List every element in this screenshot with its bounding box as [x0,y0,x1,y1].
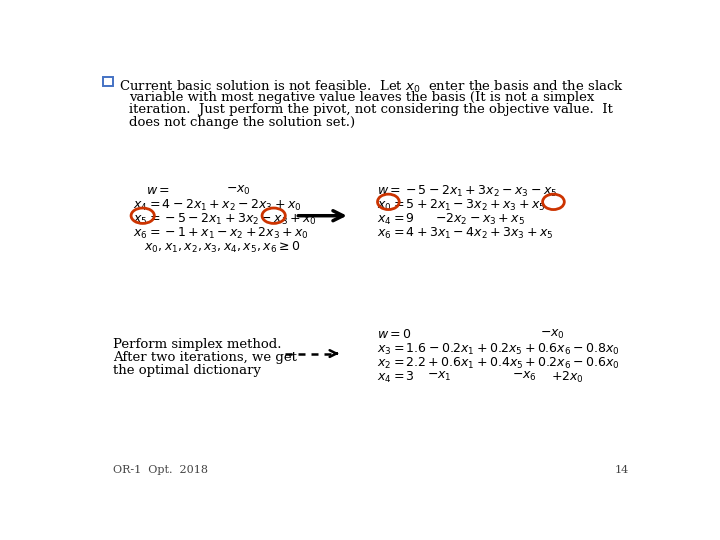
Text: $x_5 = -5 - 2x_1 + 3x_2 - x_3 + x_0$: $x_5 = -5 - 2x_1 + 3x_2 - x_3 + x_0$ [132,212,317,227]
Text: $x_4 = 3$: $x_4 = 3$ [377,370,415,385]
Text: $x_4 = 9$: $x_4 = 9$ [377,212,415,227]
Text: $x_6 = 4 + 3x_1 - 4x_2 + 3x_3 + x_5$: $x_6 = 4 + 3x_1 - 4x_2 + 3x_3 + x_5$ [377,226,553,241]
Text: $+2x_0$: $+2x_0$ [551,370,584,385]
FancyBboxPatch shape [104,77,113,86]
Text: Current basic solution is not feasible.  Let $x_0$  enter the basis and the slac: Current basic solution is not feasible. … [120,79,624,94]
Text: $-x_6$: $-x_6$ [513,370,537,383]
Text: $w =$: $w =$ [145,184,170,197]
Text: Perform simplex method.: Perform simplex method. [113,338,282,351]
Text: $-x_0$: $-x_0$ [225,184,251,197]
Text: variable with most negative value leaves the basis (It is not a simplex: variable with most negative value leaves… [129,91,594,104]
Text: $x_4 = 4 - 2x_1 + x_2 - 2x_3 + x_0$: $x_4 = 4 - 2x_1 + x_2 - 2x_3 + x_0$ [132,198,301,213]
Text: the optimal dictionary: the optimal dictionary [113,364,261,377]
Text: $-x_1$: $-x_1$ [427,370,451,383]
Text: $x_2 = 2.2 + 0.6x_1 + 0.4x_5 + 0.2x_6 - 0.6x_0$: $x_2 = 2.2 + 0.6x_1 + 0.4x_5 + 0.2x_6 - … [377,356,620,371]
Text: 14: 14 [614,465,629,475]
Text: $x_0, x_1, x_2, x_3, x_4, x_5, x_6 \geq 0$: $x_0, x_1, x_2, x_3, x_4, x_5, x_6 \geq … [144,240,301,255]
Text: iteration.  Just perform the pivot, not considering the objective value.  It: iteration. Just perform the pivot, not c… [129,103,613,116]
Text: $-x_0$: $-x_0$ [539,328,564,341]
Text: $w = -5 - 2x_1 + 3x_2 - x_3 - x_5$: $w = -5 - 2x_1 + 3x_2 - x_3 - x_5$ [377,184,557,199]
Text: does not change the solution set.): does not change the solution set.) [129,116,355,129]
Text: After two iterations, we get: After two iterations, we get [113,351,297,364]
Text: $-2x_2 - x_3 + x_5$: $-2x_2 - x_3 + x_5$ [435,212,525,227]
Text: $x_3 = 1.6 - 0.2x_1 + 0.2x_5 + 0.6x_6 - 0.8x_0$: $x_3 = 1.6 - 0.2x_1 + 0.2x_5 + 0.6x_6 - … [377,342,619,357]
Text: $x_6 = -1 + x_1 - x_2 + 2x_3 + x_0$: $x_6 = -1 + x_1 - x_2 + 2x_3 + x_0$ [132,226,309,241]
Text: $w = 0$: $w = 0$ [377,328,411,341]
Text: $x_0 = 5 + 2x_1 - 3x_2 + x_3 + x_5$: $x_0 = 5 + 2x_1 - 3x_2 + x_3 + x_5$ [377,198,545,213]
Text: OR-1  Opt.  2018: OR-1 Opt. 2018 [113,465,208,475]
